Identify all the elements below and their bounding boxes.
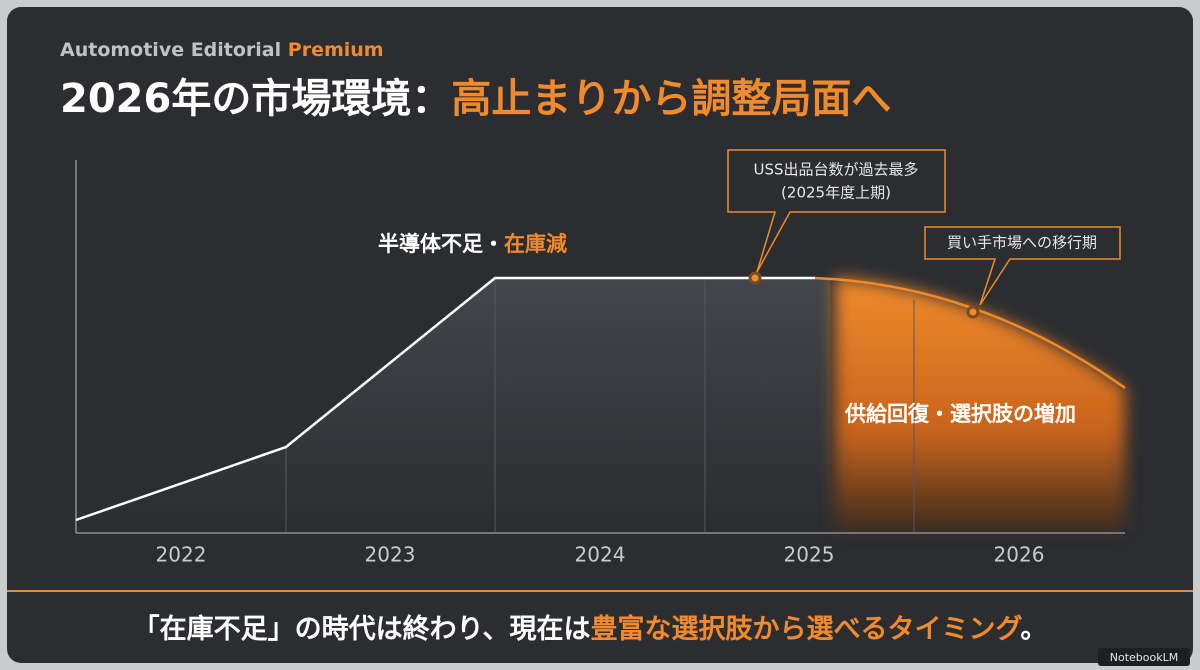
point — [748, 271, 762, 285]
period-label: 2024 — [575, 543, 626, 567]
period-label: 2023 — [365, 543, 416, 567]
label-left: 半導体不足・在庫減 — [378, 232, 567, 256]
watermark-bg — [1098, 648, 1190, 666]
title-text: 2026年の市場環境： — [60, 76, 451, 122]
period-label: 2022 — [156, 543, 207, 567]
title-accent: 高止まりから調整局面へ — [451, 76, 891, 122]
periods: 2022 2023 2024 2025 2026 — [156, 543, 1045, 567]
dividers — [285, 278, 915, 533]
title: 2026年の市場環境：高止まりから調整局面へ — [60, 76, 891, 122]
brand-accent: Premium — [288, 39, 384, 61]
label-left-text: 半導体不足・ — [378, 232, 504, 256]
callout-2: 買い手市場への移行期 — [924, 226, 1121, 306]
label-right: 供給回復・選択肢の増加 — [844, 402, 1076, 426]
footer: 「在庫不足」の時代は終わり、現在は豊富な選択肢から選べるタイミング。 — [133, 613, 1048, 645]
watermark: NotebookLM — [1110, 651, 1178, 664]
brand-text: Automotive Editorial — [60, 39, 281, 61]
callout-1: USS出品台数が過去最多 (2025年度上期) — [727, 149, 946, 273]
footer-accent: 豊富な選択肢から選べるタイミング — [591, 613, 1023, 645]
trend-line — [75, 276, 815, 522]
label-left-accent: 在庫減 — [504, 232, 567, 256]
footer-text: 「在庫不足」の時代は終わり、現在は — [133, 613, 591, 645]
point — [966, 305, 980, 319]
callout-text: USS出品台数が過去最多 — [753, 161, 918, 179]
period-label: 2025 — [784, 543, 835, 567]
brand: Automotive Editorial Premium — [60, 39, 384, 61]
period-label: 2026 — [994, 543, 1045, 567]
area-orange — [835, 278, 1125, 533]
callout-text: 買い手市場への移行期 — [947, 234, 1097, 252]
area-gray — [76, 278, 830, 533]
callout-text: (2025年度上期) — [781, 184, 891, 202]
footer-text: 。 — [1020, 614, 1047, 645]
